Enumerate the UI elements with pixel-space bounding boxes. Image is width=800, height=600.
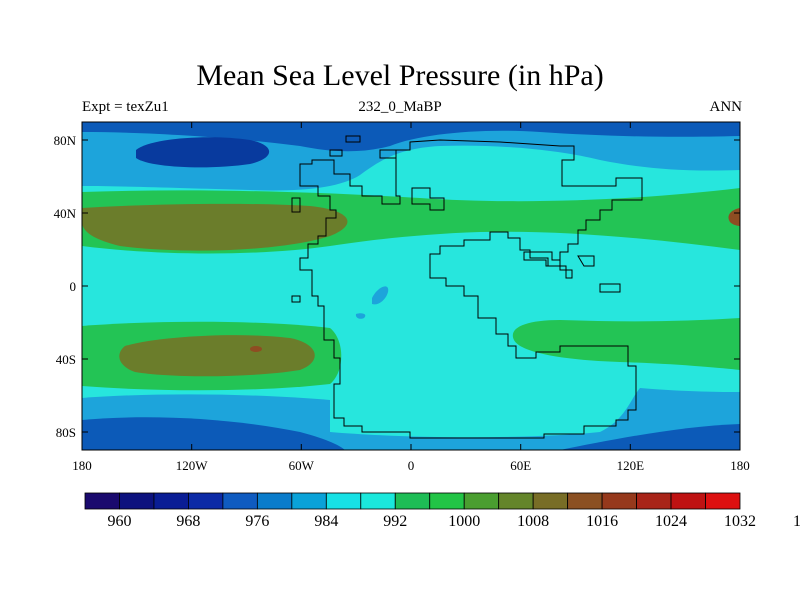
- lon-tick-label: 60E: [510, 458, 531, 473]
- pangea-coastline: [299, 139, 643, 439]
- colorbar-label: 1008: [517, 513, 549, 530]
- south-low-deep: [82, 417, 345, 450]
- colorbar-swatch: [153, 492, 189, 510]
- colorbar-label: 976: [245, 513, 269, 530]
- colorbar-swatch: [601, 492, 637, 510]
- lon-tick-label: 120W: [176, 458, 209, 473]
- lon-tick-marks: [81, 122, 741, 450]
- colorbar-label: 1040: [793, 513, 800, 530]
- coast-north-detail: [411, 187, 445, 211]
- colorbar-swatch: [463, 492, 500, 510]
- south-high-core: [119, 335, 315, 377]
- colorbar-label: 1024: [655, 513, 687, 530]
- colorbar-swatch: [498, 492, 534, 510]
- lon-tick-label: 180: [730, 458, 750, 473]
- coast-north-islands: [329, 135, 397, 159]
- map-title: Mean Sea Level Pressure (in hPa): [196, 59, 604, 92]
- lat-tick-label: 80N: [54, 133, 77, 148]
- colorbar-label: 992: [383, 513, 407, 530]
- band-south-low-right: [330, 388, 740, 450]
- colorbar-swatch: [256, 492, 293, 510]
- coast-east-terrane: [523, 251, 621, 293]
- lon-tick-label: 60W: [289, 458, 315, 473]
- south-high-peak: [250, 346, 262, 352]
- lat-tick-label: 80S: [56, 425, 76, 440]
- north-low-mid: [82, 122, 740, 152]
- time-label: 232_0_MaBP: [358, 99, 442, 115]
- colorbar-swatch: [222, 492, 258, 510]
- colorbar-swatch: [291, 492, 327, 510]
- colorbar: 960 968 976 984 992 1000 1008 1016 1024 1032 1040: [84, 492, 800, 530]
- band-south-high-right: [512, 318, 740, 370]
- lat-tick-marks: [82, 139, 740, 433]
- colorbar-label: 968: [176, 513, 200, 530]
- lat-tick-label: 0: [70, 279, 77, 294]
- colorbar-swatch: [360, 492, 396, 510]
- experiment-label: Expt = texZu1: [82, 99, 169, 115]
- colorbar-label: 960: [107, 513, 131, 530]
- colorbar-label: 1016: [586, 513, 618, 530]
- colorbar-swatch: [567, 492, 603, 510]
- colorbar-swatch: [429, 492, 465, 510]
- lon-tick-label: 120E: [617, 458, 645, 473]
- north-polar-core: [136, 137, 270, 168]
- season-label: ANN: [709, 99, 743, 115]
- colorbar-swatch: [84, 492, 120, 510]
- colorbar-label: 1000: [448, 513, 480, 530]
- colorbar-swatch: [188, 492, 224, 510]
- colorbar-swatch: [394, 492, 431, 510]
- colorbar-label: 984: [314, 513, 338, 530]
- lon-tick-label: 180: [72, 458, 92, 473]
- interior-blob-2: [355, 313, 366, 319]
- colorbar-swatch: [670, 492, 706, 510]
- lat-tick-label: 40N: [54, 206, 77, 221]
- colorbar-label: 1032: [724, 513, 756, 530]
- north-high-core: [82, 203, 348, 251]
- coastline: [291, 135, 643, 439]
- coast-west-islands: [291, 197, 301, 303]
- south-low-deep-right: [560, 424, 740, 450]
- colorbar-swatch: [705, 492, 741, 510]
- colorbar-swatch: [325, 492, 362, 510]
- pressure-field: [82, 122, 740, 450]
- colorbar-swatch: [532, 492, 569, 510]
- colorbar-swatch: [119, 492, 155, 510]
- lat-tick-label: 40S: [56, 352, 76, 367]
- colorbar-swatch: [636, 492, 672, 510]
- interior-blob-1: [372, 286, 389, 305]
- lon-tick-label: 0: [408, 458, 415, 473]
